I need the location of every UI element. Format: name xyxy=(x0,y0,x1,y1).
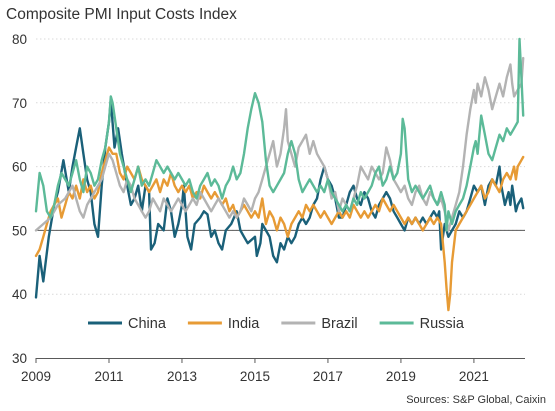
series-line-india xyxy=(34,146,525,312)
legend-label-russia: Russia xyxy=(420,316,465,332)
x-tick-label: 2017 xyxy=(313,369,343,384)
series-lines xyxy=(34,37,525,312)
x-axis: 2009 2011 2013 2015 2017 2019 2021 xyxy=(21,358,525,384)
y-tick-label: 70 xyxy=(12,96,27,111)
x-tick-label: 2019 xyxy=(386,369,416,384)
y-axis-ticks: 30 40 50 60 70 80 xyxy=(12,32,27,366)
x-tick-label: 2013 xyxy=(167,369,197,384)
y-tick-label: 80 xyxy=(12,32,27,47)
x-tick-label: 2011 xyxy=(94,369,123,384)
series-line-brazil xyxy=(34,56,525,232)
chart-title: Composite PMI Input Costs Index xyxy=(6,6,237,23)
legend-label-india: India xyxy=(228,316,260,332)
y-tick-label: 50 xyxy=(12,223,27,238)
y-tick-label: 30 xyxy=(12,351,27,366)
legend: China India Brazil Russia xyxy=(88,316,465,332)
series-line-russia xyxy=(34,37,525,232)
y-tick-label: 40 xyxy=(12,287,27,302)
legend-label-china: China xyxy=(128,316,167,332)
legend-label-brazil: Brazil xyxy=(321,316,357,332)
y-tick-label: 60 xyxy=(12,160,27,175)
source-note: Sources: S&P Global, Caixin xyxy=(406,394,546,406)
x-tick-label: 2021 xyxy=(459,369,489,384)
x-tick-label: 2009 xyxy=(21,369,51,384)
x-tick-label: 2015 xyxy=(240,369,270,384)
